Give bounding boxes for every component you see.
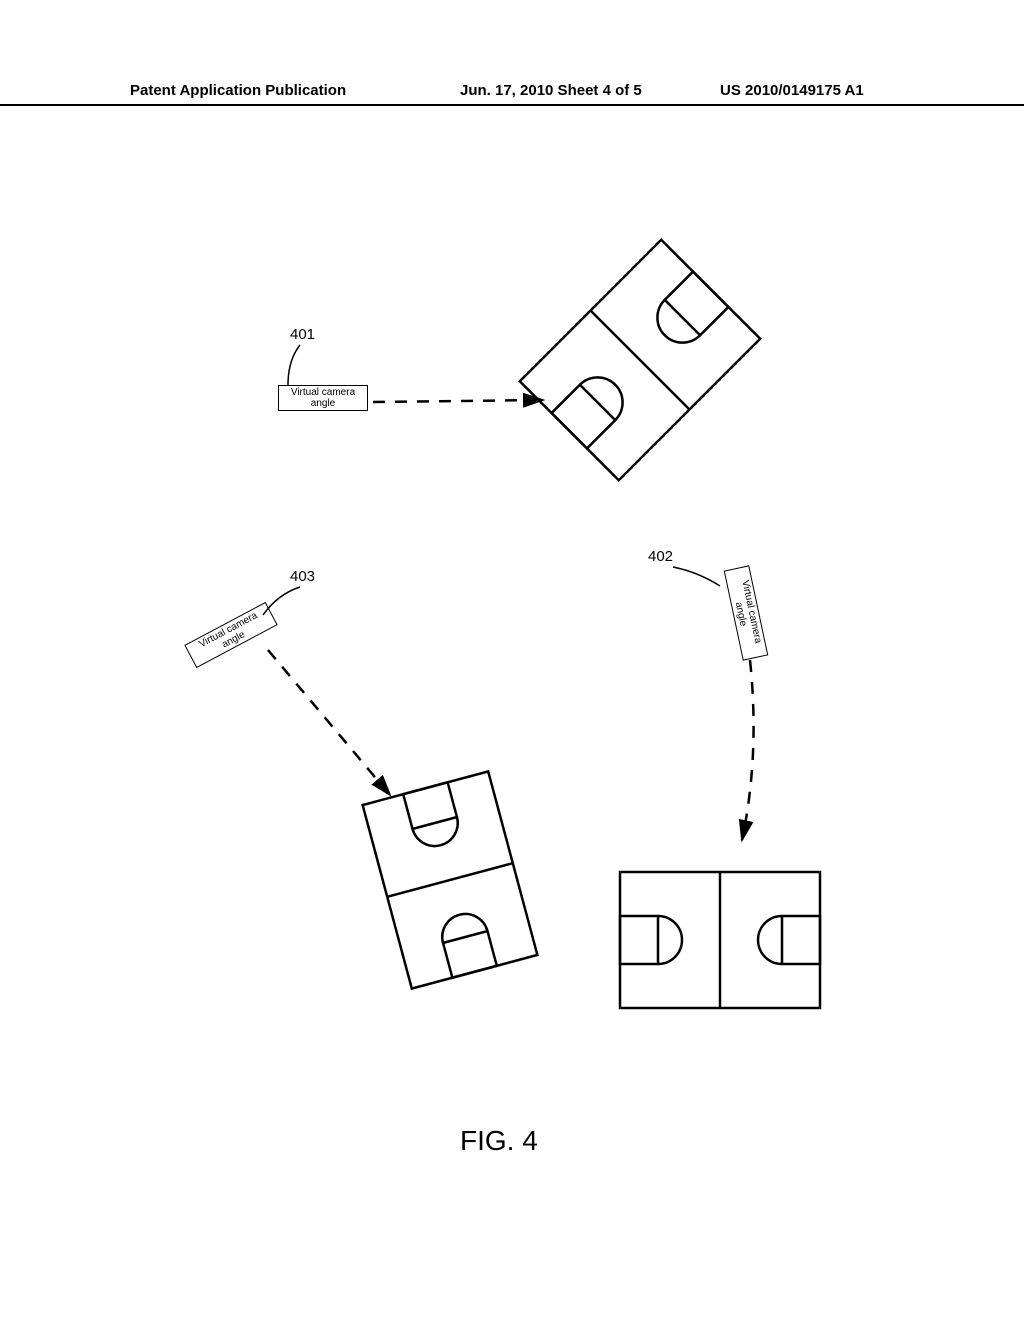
- arrow-402: [720, 655, 780, 855]
- arrow-403: [260, 640, 440, 820]
- figure-label: FIG. 4: [460, 1125, 538, 1157]
- court-402: [600, 840, 840, 1040]
- camera-label-401: Virtual camera angle: [291, 387, 355, 409]
- camera-box-402: Virtual camera angle: [724, 565, 769, 660]
- leader-401: [278, 340, 338, 390]
- camera-label-403: Virtual camera angle: [197, 610, 259, 650]
- header-center: Jun. 17, 2010 Sheet 4 of 5: [460, 82, 642, 99]
- page-header: Patent Application Publication Jun. 17, …: [0, 82, 1024, 106]
- leader-402: [670, 562, 730, 607]
- camera-label-402: Virtual camera angle: [733, 579, 764, 644]
- header-left: Patent Application Publication: [130, 82, 346, 99]
- header-right: US 2010/0149175 A1: [720, 82, 864, 99]
- court-401: [490, 210, 790, 510]
- arrow-401: [368, 390, 568, 420]
- leader-403: [260, 582, 310, 627]
